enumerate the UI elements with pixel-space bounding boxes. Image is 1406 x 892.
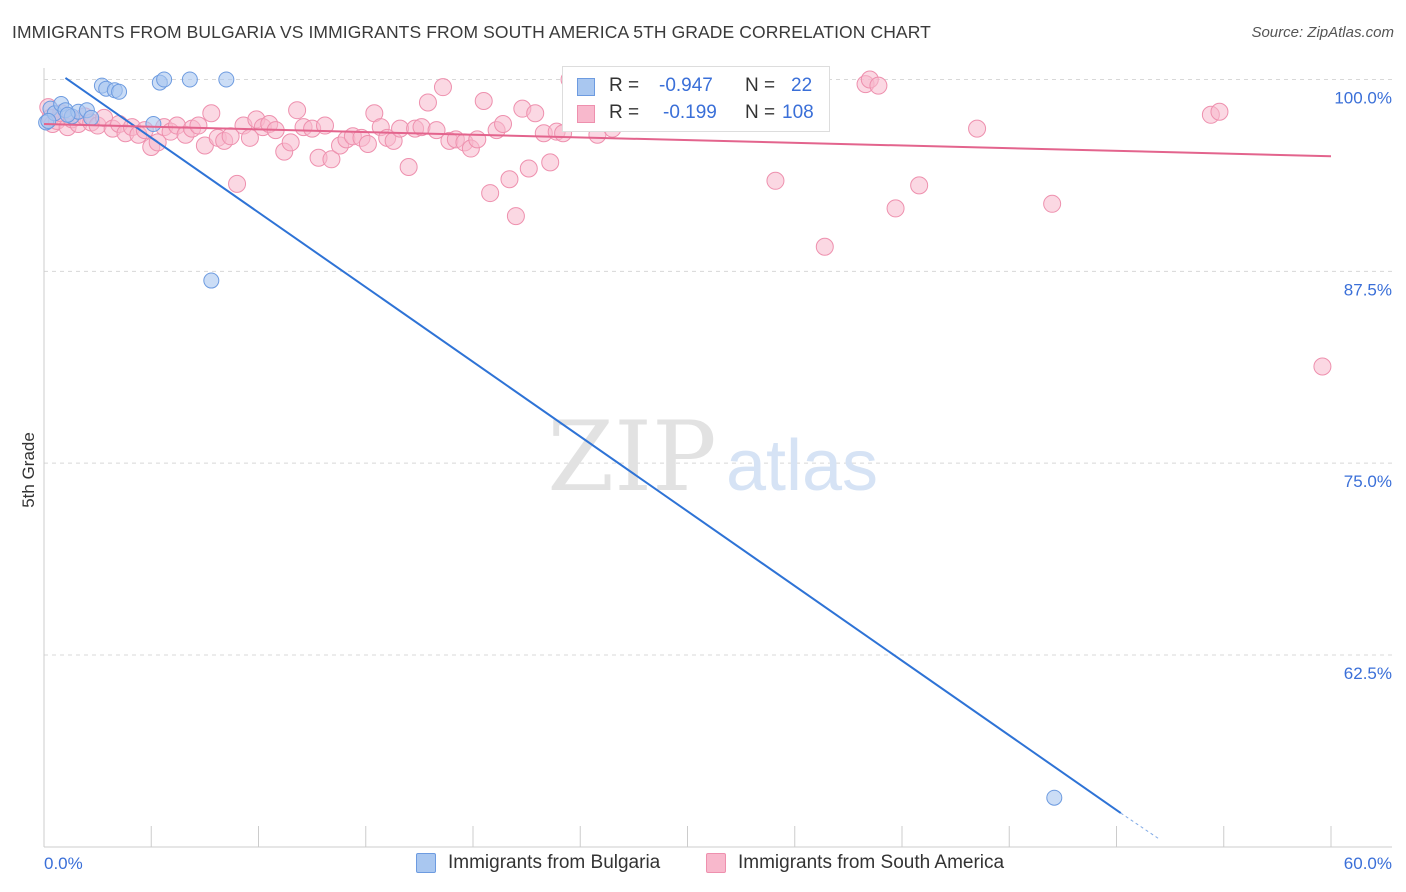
trend-line-bulgaria: [64, 77, 1122, 814]
data-point-bulgaria: [1046, 789, 1063, 806]
legend-n-label: N =: [745, 102, 776, 123]
data-point-south-america: [519, 159, 538, 178]
x-tick-label: 60.0%: [1344, 854, 1392, 873]
data-point-bulgaria: [181, 71, 198, 88]
data-point-bulgaria: [83, 109, 100, 126]
data-point-south-america: [228, 174, 247, 193]
data-point-bulgaria: [111, 83, 128, 100]
y-tick-label: 62.5%: [1344, 664, 1392, 683]
data-point-south-america: [526, 104, 545, 123]
data-point-south-america: [474, 91, 493, 110]
data-point-south-america: [541, 153, 560, 172]
chart-title: IMMIGRANTS FROM BULGARIA VS IMMIGRANTS F…: [12, 22, 931, 42]
stats-legend: R = -0.947 N = 22 R = -0.199 N = 108: [562, 66, 830, 132]
tick-labels: 62.5% 75.0% 87.5% 100.0% 0.0% 60.0%: [44, 89, 1392, 874]
data-point-south-america: [468, 130, 487, 149]
legend-swatch-south-america: [577, 105, 595, 123]
legend-r-label: R =: [609, 102, 640, 123]
grid-layer: [44, 79, 1392, 656]
legend-r-value: -0.947: [659, 75, 713, 96]
data-point-bulgaria: [218, 71, 235, 88]
trend-line-south-america: [43, 123, 1332, 158]
legend-n-value: 22: [791, 75, 813, 96]
legend-swatch-bulgaria: [577, 78, 595, 96]
data-point-south-america: [815, 237, 834, 256]
data-point-south-america: [506, 207, 525, 226]
legend-label-bulgaria: Immigrants from Bulgaria: [448, 852, 661, 873]
data-point-south-america: [322, 150, 341, 169]
y-tick-label: 100.0%: [1334, 89, 1392, 108]
trend-lines: [43, 77, 1332, 840]
data-point-south-america: [1313, 357, 1332, 376]
data-point-south-america: [418, 93, 437, 112]
legend-r-value: -0.199: [663, 102, 717, 123]
data-point-south-america: [494, 115, 513, 134]
data-point-south-america: [433, 78, 452, 97]
watermark-zip: ZIP: [547, 401, 716, 513]
legend-row-bulgaria: R = -0.947 N = 22: [577, 75, 827, 101]
data-point-south-america: [288, 101, 307, 120]
trend-line-bulgaria-extension: [1120, 812, 1160, 840]
data-point-south-america: [1043, 194, 1062, 213]
data-point-south-america: [358, 134, 377, 153]
legend-row-south-america: R = -0.199 N = 108: [577, 102, 827, 128]
data-point-south-america: [910, 176, 929, 195]
data-point-south-america: [968, 119, 987, 138]
y-axis-label: 5th Grade: [19, 432, 38, 508]
data-point-south-america: [1210, 102, 1229, 121]
legend-n-value: 108: [782, 102, 814, 123]
y-tick-label: 75.0%: [1344, 472, 1392, 491]
data-point-south-america: [886, 199, 905, 218]
x-tick-label: 0.0%: [44, 854, 83, 873]
legend-label-south-america: Immigrants from South America: [738, 852, 1005, 873]
data-point-south-america: [189, 116, 208, 135]
watermark-atlas: atlas: [726, 426, 878, 506]
data-point-south-america: [281, 133, 300, 152]
data-point-south-america: [391, 119, 410, 138]
legend-r-label: R =: [609, 75, 640, 96]
legend-swatch-south-america: [706, 853, 726, 873]
y-tick-label: 87.5%: [1344, 280, 1392, 299]
data-point-bulgaria: [40, 112, 57, 129]
data-point-south-america: [766, 171, 785, 190]
data-point-south-america: [202, 104, 221, 123]
data-point-south-america: [869, 76, 888, 95]
data-point-south-america: [500, 170, 519, 189]
legend-n-label: N =: [745, 75, 776, 96]
data-point-bulgaria: [203, 272, 220, 289]
data-point-bulgaria: [59, 106, 76, 123]
data-point-bulgaria: [145, 116, 162, 133]
data-point-south-america: [481, 184, 500, 203]
watermark: ZIP atlas: [547, 401, 878, 513]
data-point-south-america: [315, 116, 334, 135]
data-point-south-america: [399, 157, 418, 176]
data-point-bulgaria: [156, 71, 173, 88]
legend-swatch-bulgaria: [416, 853, 436, 873]
axis-layer: [43, 68, 1392, 848]
chart-source: Source: ZipAtlas.com: [1251, 24, 1394, 41]
